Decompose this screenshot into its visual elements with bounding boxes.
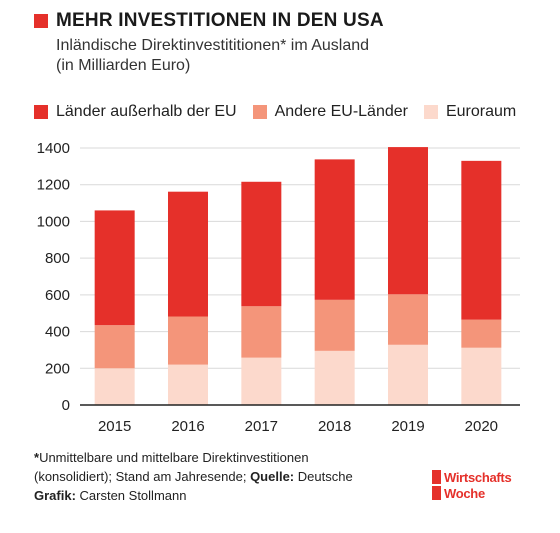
bar-segment (388, 294, 428, 345)
y-tick-label: 1400 (37, 140, 70, 157)
bar-segment (94, 325, 135, 369)
bar-segment (168, 364, 208, 405)
x-tick-label: 2020 (465, 418, 498, 435)
bar-segment (241, 357, 282, 405)
legend-swatch-other-eu (252, 105, 267, 119)
logo-block-2 (432, 486, 441, 500)
y-tick-label: 1200 (37, 177, 70, 194)
logo-block-1 (432, 470, 441, 484)
y-tick-label: 1000 (37, 213, 70, 230)
source-value: Deutsche (294, 469, 353, 484)
bar-segment (388, 147, 428, 295)
legend-item-other-eu: Andere EU-Länder (252, 103, 408, 121)
x-tick-label: 2018 (318, 418, 351, 435)
bar-segment (94, 368, 135, 405)
chart-subtitle: Inländische Direktinvestititionen* im Au… (56, 36, 369, 76)
x-tick-label: 2019 (391, 418, 424, 435)
x-tick-label: 2015 (98, 418, 131, 435)
logo-text-2: Woche (444, 485, 485, 501)
legend-item-euroraum: Euroraum (423, 103, 517, 121)
bar-chart: 0 200 400 600 800 1000 1200 1400 2015 2016 2017 201… (37, 140, 520, 435)
bar-segment (314, 299, 355, 351)
graphic-label: Grafik: (34, 488, 76, 503)
x-tick-label: 2017 (245, 418, 278, 435)
title-row: MEHR INVESTITIONEN IN DEN USA (34, 10, 384, 32)
y-tick-label: 0 (62, 397, 70, 414)
bar-segment (461, 347, 502, 405)
bar-segment (461, 319, 502, 348)
bar-segment (388, 344, 428, 405)
y-tick-label: 200 (45, 360, 70, 377)
bar-segment (168, 316, 208, 365)
legend-item-outside-eu: Länder außerhalb der EU (34, 103, 237, 121)
source-label: Quelle: (250, 469, 295, 484)
title-square-icon (34, 14, 48, 28)
subtitle-line-2: (in Milliarden Euro) (56, 57, 191, 74)
bar-segment (314, 350, 355, 405)
subtitle-line-1: Inländische Direktinvestititionen* im Au… (56, 37, 370, 54)
logo-line-2: Woche (432, 485, 526, 501)
bar-segment (314, 159, 355, 300)
footnote-line-1: *Unmittelbare und mittelbare Direktinves… (34, 448, 353, 467)
bar-segment (94, 210, 135, 326)
footnote: *Unmittelbare und mittelbare Direktinves… (34, 448, 353, 505)
bar-segment (241, 181, 282, 307)
footnote-text-1: Unmittelbare und mittelbare Direktinvest… (39, 450, 309, 465)
chart-title: MEHR INVESTITIONEN IN DEN USA (56, 10, 384, 31)
bar-segment (168, 191, 208, 317)
y-tick-label: 800 (45, 250, 70, 267)
legend-swatch-euroraum (423, 105, 438, 119)
footnote-text-2: (konsolidiert); Stand am Jahresende; (34, 469, 251, 484)
bar-segment (241, 306, 282, 358)
logo-line-1: Wirtschafts (432, 469, 526, 485)
legend: Länder außerhalb der EU Andere EU-Länder… (34, 103, 532, 121)
legend-swatch-outside-eu (34, 105, 48, 119)
legend-label-outside-eu: Länder außerhalb der EU (56, 103, 237, 120)
graphic-value: Carsten Stollmann (75, 488, 187, 503)
logo-text-1: Wirtschafts (444, 469, 512, 485)
legend-label-euroraum: Euroraum (445, 103, 517, 120)
y-tick-label: 600 (45, 287, 70, 304)
footnote-line-3: Grafik: Carsten Stollmann (34, 486, 353, 505)
y-tick-label: 400 (45, 324, 70, 341)
footnote-star: * (34, 450, 40, 465)
legend-label-other-eu: Andere EU-Länder (274, 103, 408, 120)
x-tick-label: 2016 (171, 418, 204, 435)
wirtschaftswoche-logo: Wirtschafts Woche (432, 469, 526, 501)
bar-segment (461, 160, 502, 320)
footnote-line-2: (konsolidiert); Stand am Jahresende; Que… (34, 467, 353, 486)
